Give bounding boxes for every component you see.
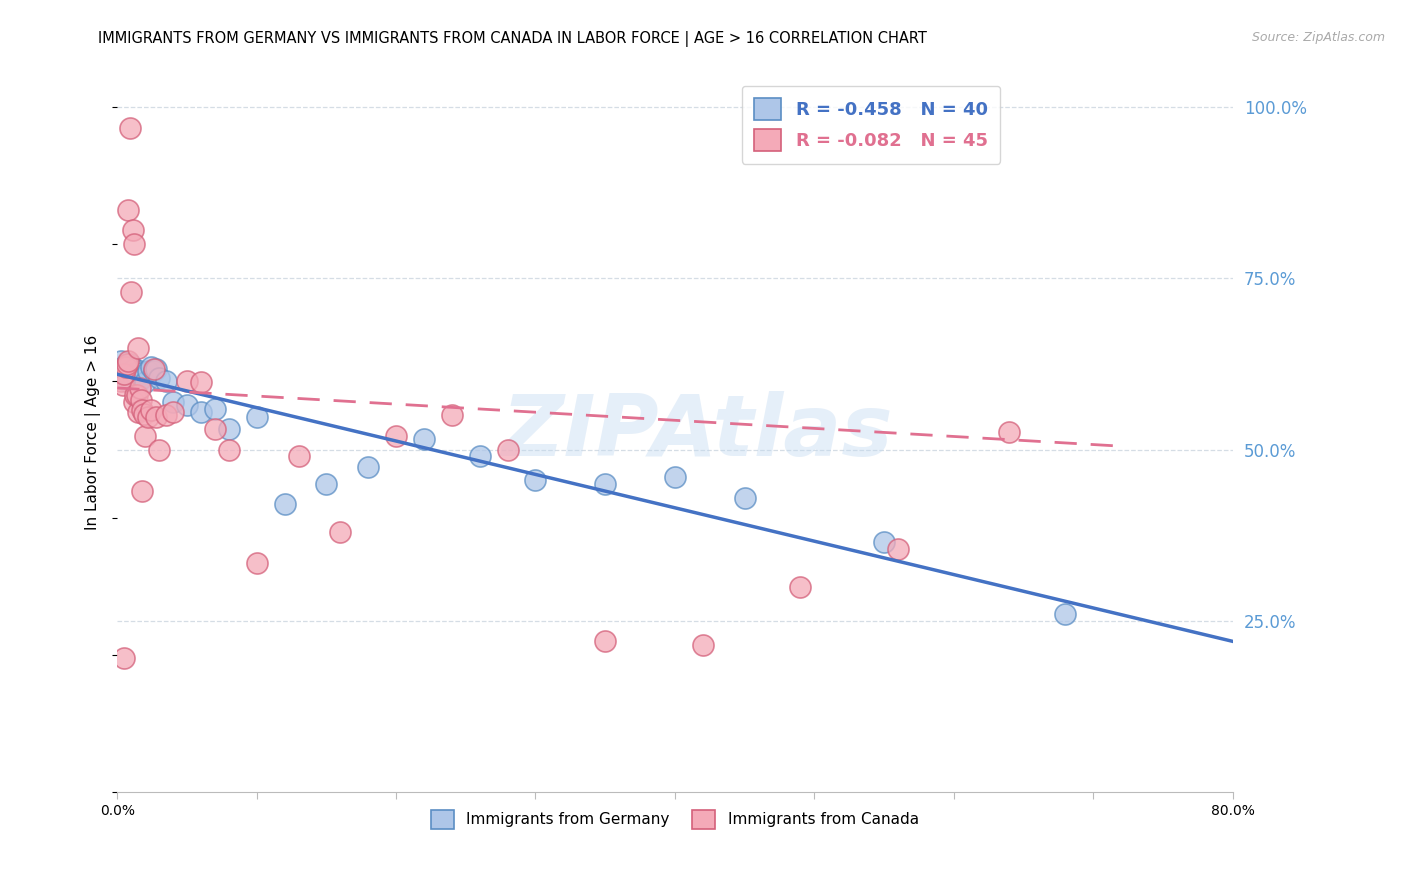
Point bbox=[115, 357, 138, 371]
Point bbox=[122, 237, 145, 252]
Point bbox=[204, 422, 226, 436]
Point bbox=[218, 422, 240, 436]
Point bbox=[112, 368, 135, 382]
Point bbox=[110, 374, 132, 388]
Point bbox=[136, 409, 159, 424]
Point bbox=[1054, 607, 1077, 621]
Point bbox=[112, 364, 135, 378]
Point bbox=[734, 491, 756, 505]
Point bbox=[357, 459, 380, 474]
Point bbox=[176, 374, 198, 388]
Point bbox=[124, 366, 146, 380]
Point bbox=[789, 580, 811, 594]
Point bbox=[190, 405, 212, 419]
Point bbox=[131, 370, 153, 384]
Point bbox=[155, 409, 177, 423]
Point bbox=[162, 405, 184, 419]
Point bbox=[115, 374, 138, 388]
Point bbox=[155, 374, 177, 388]
Point bbox=[136, 364, 159, 378]
Point bbox=[145, 409, 167, 424]
Point bbox=[120, 285, 142, 299]
Point bbox=[122, 394, 145, 409]
Point bbox=[120, 364, 142, 378]
Point bbox=[524, 474, 547, 488]
Point bbox=[315, 476, 337, 491]
Point bbox=[148, 442, 170, 457]
Point bbox=[468, 450, 491, 464]
Point bbox=[132, 407, 155, 421]
Point bbox=[142, 364, 165, 378]
Point bbox=[692, 638, 714, 652]
Point bbox=[496, 442, 519, 457]
Point bbox=[121, 223, 143, 237]
Point bbox=[122, 361, 145, 376]
Point bbox=[176, 398, 198, 412]
Point bbox=[139, 360, 162, 375]
Point bbox=[887, 541, 910, 556]
Point bbox=[129, 393, 152, 408]
Point bbox=[112, 651, 135, 665]
Point bbox=[111, 377, 134, 392]
Point bbox=[125, 370, 148, 384]
Point bbox=[131, 483, 153, 498]
Point bbox=[118, 357, 141, 371]
Point bbox=[593, 476, 616, 491]
Point bbox=[440, 409, 463, 423]
Point bbox=[127, 405, 149, 419]
Point bbox=[998, 425, 1021, 440]
Point bbox=[114, 360, 136, 375]
Point bbox=[118, 120, 141, 135]
Text: ZIPAtlas: ZIPAtlas bbox=[502, 391, 893, 474]
Point bbox=[142, 361, 165, 376]
Point bbox=[124, 388, 146, 402]
Point bbox=[413, 433, 436, 447]
Point bbox=[128, 381, 150, 395]
Point bbox=[117, 368, 139, 382]
Point bbox=[204, 401, 226, 416]
Point bbox=[593, 634, 616, 648]
Point bbox=[190, 376, 212, 390]
Point bbox=[117, 353, 139, 368]
Point bbox=[121, 368, 143, 383]
Point bbox=[273, 497, 295, 511]
Point bbox=[117, 202, 139, 217]
Point bbox=[148, 370, 170, 384]
Point bbox=[114, 368, 136, 382]
Point bbox=[329, 524, 352, 539]
Point bbox=[128, 364, 150, 378]
Point bbox=[134, 429, 156, 443]
Point bbox=[385, 429, 408, 443]
Point bbox=[129, 366, 152, 380]
Point bbox=[145, 361, 167, 376]
Point bbox=[134, 376, 156, 390]
Point bbox=[287, 450, 309, 464]
Y-axis label: In Labor Force | Age > 16: In Labor Force | Age > 16 bbox=[86, 334, 101, 530]
Point bbox=[246, 409, 269, 424]
Point bbox=[111, 360, 134, 375]
Text: Source: ZipAtlas.com: Source: ZipAtlas.com bbox=[1251, 31, 1385, 45]
Legend: Immigrants from Germany, Immigrants from Canada: Immigrants from Germany, Immigrants from… bbox=[425, 804, 925, 835]
Point bbox=[873, 535, 896, 549]
Point bbox=[246, 556, 269, 570]
Point bbox=[162, 394, 184, 409]
Text: IMMIGRANTS FROM GERMANY VS IMMIGRANTS FROM CANADA IN LABOR FORCE | AGE > 16 CORR: IMMIGRANTS FROM GERMANY VS IMMIGRANTS FR… bbox=[98, 31, 928, 47]
Point bbox=[218, 442, 240, 457]
Point bbox=[139, 402, 162, 417]
Point bbox=[131, 402, 153, 417]
Point bbox=[125, 388, 148, 402]
Point bbox=[127, 376, 149, 390]
Point bbox=[664, 470, 686, 484]
Point bbox=[127, 341, 149, 355]
Point bbox=[110, 353, 132, 368]
